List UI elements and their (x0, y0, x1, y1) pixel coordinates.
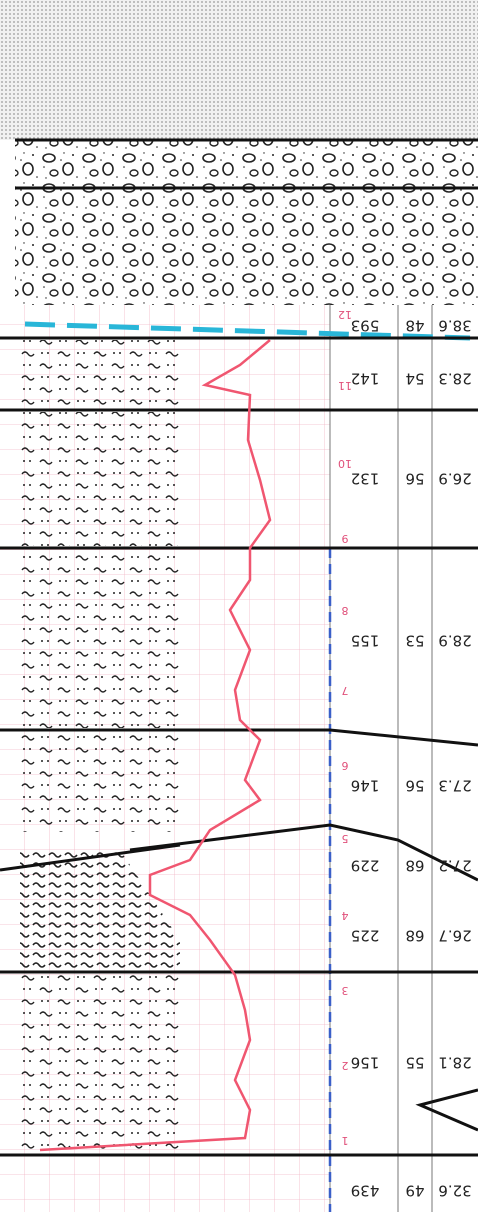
table-cell: 146 (351, 777, 380, 795)
table-cell: 27.3 (438, 777, 471, 795)
table-cell: 56 (405, 470, 424, 488)
depth-mark: 5 (342, 832, 349, 845)
table-cell: 229 (351, 857, 380, 875)
table-cell: 56 (405, 777, 424, 795)
depth-mark: 8 (342, 604, 349, 617)
depth-mark: 10 (338, 457, 352, 470)
table-cell: 28.1 (438, 1054, 471, 1072)
table-cell: 155 (351, 632, 380, 650)
table-cell: 439 (351, 1182, 380, 1200)
table-cell: 38.6 (438, 317, 471, 335)
table-cell: 27.2 (438, 857, 471, 875)
depth-mark: 6 (342, 759, 349, 772)
table-cell: 156 (351, 1054, 380, 1072)
depth-mark: 7 (342, 684, 349, 697)
table-cell: 49 (405, 1182, 424, 1200)
table-cell: 132 (351, 470, 380, 488)
table-cell: 28.3 (438, 370, 471, 388)
table-cell: 26.7 (438, 927, 471, 945)
table-cell: 26.9 (438, 470, 471, 488)
depth-mark: 1 (342, 1134, 349, 1147)
table-cell: 54 (405, 370, 424, 388)
table-cell: 28.9 (438, 632, 471, 650)
table-cell: 55 (405, 1054, 424, 1072)
table-cell: 225 (351, 927, 380, 945)
depth-mark: 11 (338, 379, 352, 392)
table-cell: 142 (351, 370, 380, 388)
table-cell: 32.6 (438, 1182, 471, 1200)
table-cell: 48 (405, 317, 424, 335)
depth-mark: 2 (342, 1059, 349, 1072)
borehole-log: 121110987654321 5934838.61425428.3132562… (0, 0, 478, 1212)
table-cell: 68 (405, 857, 424, 875)
depth-mark: 9 (342, 532, 349, 545)
table-cell: 53 (405, 632, 424, 650)
depth-mark: 4 (342, 909, 349, 922)
depth-mark: 3 (342, 984, 349, 997)
depth-mark: 12 (338, 308, 352, 321)
table-cell: 68 (405, 927, 424, 945)
table-cell: 593 (351, 317, 380, 335)
